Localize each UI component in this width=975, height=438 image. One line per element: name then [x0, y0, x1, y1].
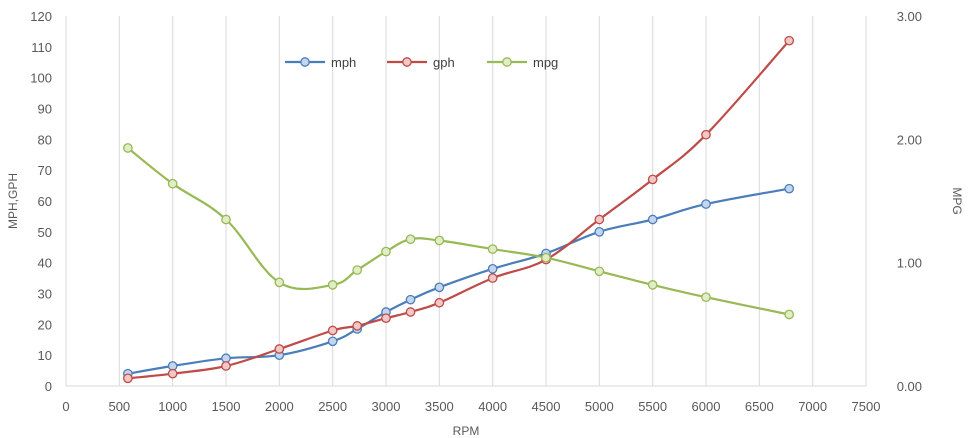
legend-swatch-marker [300, 57, 310, 67]
data-point-gph [647, 174, 658, 185]
legend-label: mph [331, 55, 356, 70]
right-y-tick-label: 0.00 [897, 379, 922, 394]
x-tick-label: 2000 [265, 399, 294, 414]
series-line-gph [127, 39, 791, 380]
data-point-mpg [434, 235, 445, 246]
right-y-tick-label: 2.00 [897, 132, 922, 147]
legend-item-mpg: mpg [487, 55, 558, 70]
left-y-tick-label: 40 [38, 256, 52, 271]
data-point-mpg [381, 246, 391, 257]
data-point-gph [405, 307, 416, 317]
x-tick-label: 3500 [425, 399, 454, 414]
data-point-gph [167, 368, 178, 379]
x-tick-label: 5500 [638, 399, 667, 414]
x-axis-title: RPM [453, 424, 480, 438]
x-tick-label: 500 [108, 399, 130, 414]
left-y-tick-label: 90 [38, 102, 52, 117]
data-point-gph [784, 35, 795, 46]
data-point-mpg [647, 280, 658, 290]
data-point-mph [784, 183, 795, 194]
x-axis: 0 500 1000 1500 2000 2500 3000 3500 4000 4500 5000… [62, 399, 880, 414]
x-tick-label: 1000 [158, 399, 187, 414]
data-point-mpg [167, 178, 178, 189]
data-point-gph [381, 313, 391, 324]
data-point-gph [327, 325, 338, 336]
x-tick-label: 1500 [212, 399, 241, 414]
series-layer [123, 35, 795, 384]
data-point-gph [434, 297, 445, 308]
legend-item-mph: mph [285, 55, 356, 70]
data-point-mph [434, 282, 445, 293]
data-point-mpg [405, 234, 416, 245]
left-y-tick-label: 110 [31, 40, 52, 55]
legend-item-gph: gph [387, 55, 455, 70]
left-y-tick-label: 20 [38, 317, 52, 332]
left-y-tick-label: 70 [38, 163, 52, 178]
data-point-mpg [352, 265, 363, 275]
data-point-mph [647, 214, 658, 225]
data-point-gph [123, 373, 133, 384]
data-point-mpg [487, 244, 498, 254]
left-y-axis-title: MPH,GPH [6, 173, 20, 229]
x-tick-label: 3000 [372, 399, 401, 414]
legend: mph gph mpg [285, 55, 558, 70]
x-tick-label: 4000 [478, 399, 507, 414]
legend-swatch-marker [502, 57, 512, 67]
data-point-mph [487, 263, 498, 274]
data-point-mph [594, 226, 605, 237]
data-point-mpg [327, 280, 338, 290]
data-point-gph [487, 273, 498, 283]
x-tick-label: 0 [62, 399, 69, 414]
right-y-axis-title: MPG [950, 187, 964, 214]
x-tick-label: 6500 [745, 399, 774, 414]
right-y-axis: 0.00 1.00 2.00 3.00 [897, 9, 922, 394]
legend-label: gph [433, 55, 455, 70]
data-point-mph [327, 336, 338, 347]
left-y-tick-label: 10 [38, 348, 52, 363]
data-point-mpg [541, 252, 551, 263]
right-y-tick-label: 1.00 [897, 256, 922, 271]
left-y-tick-label: 0 [45, 379, 52, 394]
left-y-tick-label: 50 [38, 225, 52, 240]
left-y-tick-label: 120 [30, 9, 52, 24]
data-point-mpg [274, 277, 285, 288]
x-tick-label: 5000 [585, 399, 614, 414]
series-line-mpg [127, 147, 790, 316]
data-point-gph [701, 129, 711, 140]
data-point-gph [274, 344, 285, 354]
data-point-mpg [701, 292, 711, 303]
left-y-tick-label: 80 [38, 132, 52, 147]
data-point-mpg [123, 143, 133, 153]
x-tick-label: 4500 [532, 399, 561, 414]
series-mph [123, 183, 795, 379]
left-y-tick-label: 60 [38, 194, 52, 209]
grid-layer [65, 16, 867, 387]
left-y-tick-label: 100 [30, 71, 52, 86]
data-point-gph [221, 361, 231, 371]
x-tick-label: 7500 [852, 399, 881, 414]
left-y-axis: 0 10 20 30 40 50 60 70 80 90 100 110 120 [30, 9, 52, 394]
data-point-mph [701, 199, 711, 209]
x-tick-label: 2500 [318, 399, 347, 414]
legend-swatch-marker [402, 57, 412, 67]
left-y-tick-label: 30 [38, 287, 52, 302]
right-y-tick-label: 3.00 [897, 9, 922, 24]
data-point-mpg [221, 214, 231, 225]
data-point-mpg [594, 266, 605, 277]
data-point-gph [352, 321, 363, 331]
x-tick-label: 7000 [798, 399, 827, 414]
legend-label: mpg [533, 55, 558, 70]
data-point-gph [594, 214, 605, 225]
series-gph [123, 35, 795, 384]
data-point-mph [405, 294, 416, 305]
x-tick-label: 6000 [692, 399, 721, 414]
data-point-mpg [784, 309, 795, 320]
series-mpg [123, 143, 795, 320]
